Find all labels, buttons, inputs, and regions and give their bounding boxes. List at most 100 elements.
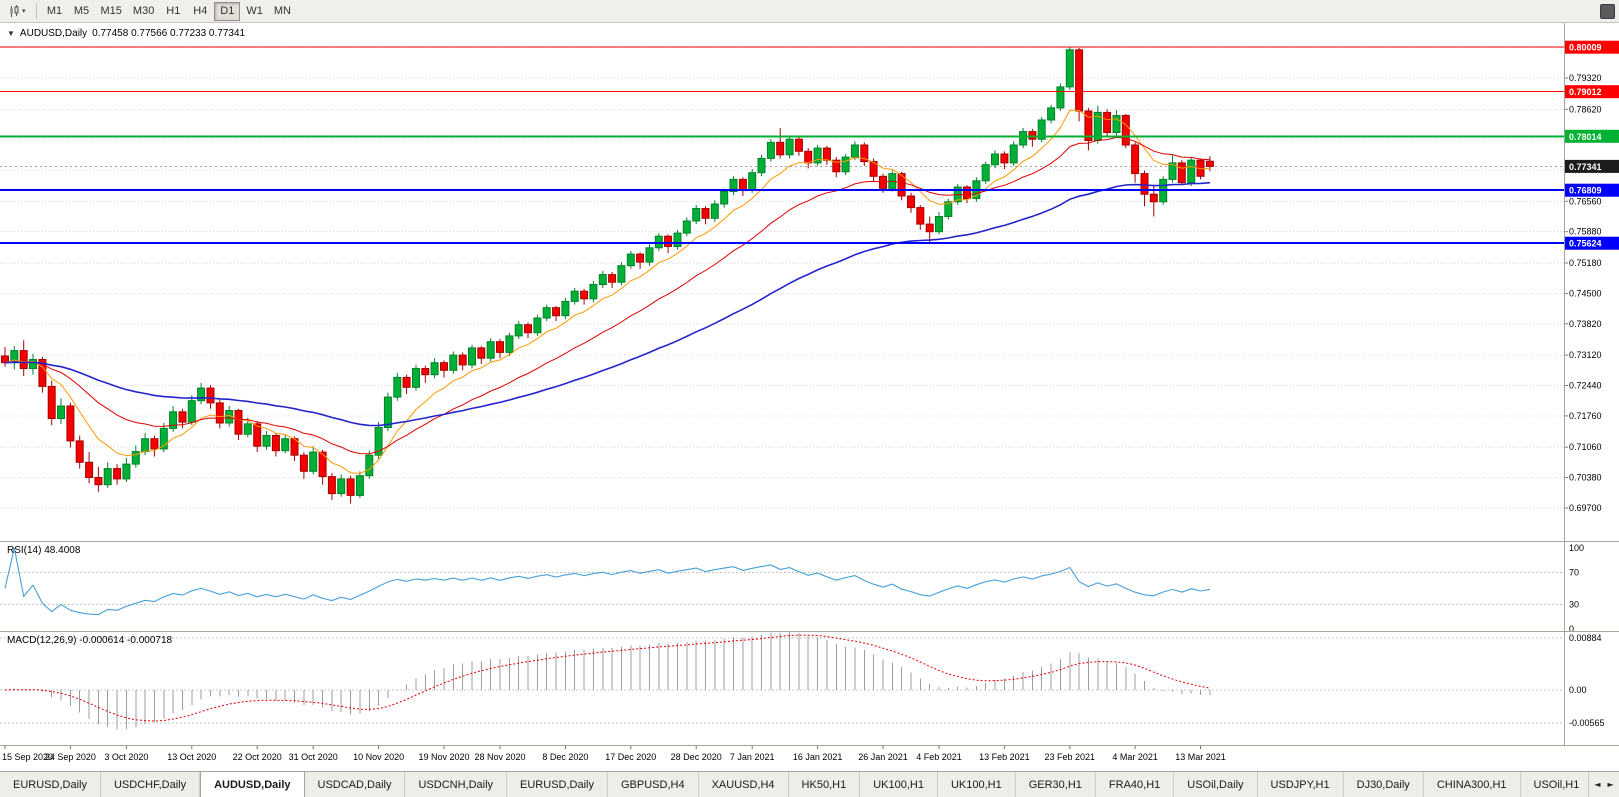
moving-average-line-slow	[4, 181, 1210, 427]
candle-body	[925, 223, 934, 233]
price-axis-label: 0.75880	[1569, 227, 1602, 237]
candle-body	[169, 411, 178, 429]
chart-tab-audusd-daily[interactable]: AUDUSD,Daily	[200, 772, 305, 797]
candle-body	[617, 265, 626, 283]
candle-body	[299, 454, 308, 472]
level-price-tag[interactable]: 0.75624	[1565, 236, 1619, 250]
chart-tab-eurusd-daily[interactable]: EURUSD,Daily	[0, 772, 101, 797]
main-chart-pane[interactable]: 0.79320 0.78620 0.76560 0.75880 0.75180 0.745…	[0, 23, 1619, 541]
chart-tab-usdcnh-daily[interactable]: USDCNH,Daily	[405, 772, 508, 797]
candle-body	[383, 396, 392, 429]
candle-body	[1177, 162, 1186, 184]
chart-tab-gbpusd-h4[interactable]: GBPUSD,H4	[608, 772, 699, 797]
candle-body	[440, 362, 448, 371]
candle-body	[589, 284, 598, 300]
chart-tab-xauusd-h4[interactable]: XAUUSD,H4	[698, 772, 789, 797]
candle-body	[524, 324, 532, 334]
quick-trade-arrow-icon[interactable]: ▼	[7, 29, 15, 38]
candle-body	[141, 438, 150, 453]
candle-body	[309, 451, 318, 472]
macd-axis-label: -0.00565	[1569, 718, 1605, 728]
candle-body	[206, 387, 215, 404]
price-tag-box[interactable]	[1565, 85, 1619, 99]
candle-body	[935, 216, 943, 233]
timeframe-button-d1[interactable]: D1	[214, 1, 241, 21]
chart-tab-hk50-h1[interactable]: HK50,H1	[788, 772, 861, 797]
chart-tab-usdjpy-h1[interactable]: USDJPY,H1	[1257, 772, 1344, 797]
chart-tab-uk100-h1[interactable]: UK100,H1	[937, 772, 1016, 797]
price-tag-box[interactable]	[1565, 236, 1619, 250]
candle-body	[1103, 111, 1112, 134]
timeframe-button-h4[interactable]: H4	[187, 2, 213, 21]
chart-tab-usdchf-daily[interactable]: USDCHF,Daily	[100, 772, 201, 797]
timeframe-button-m15[interactable]: M15	[96, 2, 127, 21]
candle-body	[776, 141, 785, 156]
time-axis-label: 24 Sep 2020	[45, 752, 96, 762]
timeframe-button-m5[interactable]: M5	[69, 2, 95, 21]
tabs-scroll-right-button[interactable]: ►	[1607, 780, 1614, 789]
price-tag-box[interactable]	[1565, 129, 1619, 143]
price-axis-label: 0.72440	[1569, 381, 1602, 391]
level-price-tag[interactable]: 0.78014	[1565, 129, 1619, 143]
candle-body	[355, 475, 364, 496]
price-tag-label: 0.77341	[1569, 162, 1602, 172]
candle-body	[318, 451, 327, 478]
timeframe-button-h1[interactable]: H1	[160, 2, 186, 21]
chart-tab-dj30-daily[interactable]: DJ30,Daily	[1343, 772, 1424, 797]
toolbar-overflow-button[interactable]	[1600, 3, 1615, 19]
time-axis-label: 15 Sep 2020	[2, 752, 53, 762]
candle-body	[682, 220, 691, 234]
chart-tab-china300-h1[interactable]: CHINA300,H1	[1423, 772, 1521, 797]
timeframe-button-mn[interactable]: MN	[269, 2, 296, 21]
candle-body	[1168, 162, 1177, 180]
chart-tab-fra40-h1[interactable]: FRA40,H1	[1095, 772, 1175, 797]
level-price-tag[interactable]: 0.76809	[1565, 183, 1619, 197]
candle-body	[187, 400, 196, 423]
candle-body	[131, 451, 140, 465]
candle-body	[505, 335, 514, 353]
candle-body	[645, 247, 654, 263]
chart-tab-usoil-h1[interactable]: USOil,H1	[1520, 772, 1588, 797]
candle-body	[150, 438, 159, 450]
candle-body	[720, 191, 729, 205]
candle-body	[281, 438, 290, 452]
candle-body	[869, 161, 878, 177]
tabs-scroll-left-button[interactable]: ◄	[1594, 780, 1601, 789]
price-axis-label: 0.79320	[1569, 73, 1602, 83]
level-price-tag[interactable]: 0.79012	[1565, 85, 1619, 99]
toolbar-separator	[35, 3, 37, 19]
chart-tab-eurusd-daily[interactable]: EURUSD,Daily	[507, 772, 608, 797]
timeframe-button-w1[interactable]: W1	[241, 2, 268, 21]
chart-tab-ger30-h1[interactable]: GER30,H1	[1015, 772, 1096, 797]
candle-body	[1075, 49, 1084, 112]
candle-body	[1149, 193, 1158, 203]
candle-body	[580, 290, 589, 300]
candle-body	[449, 354, 458, 371]
candle-body	[365, 454, 374, 477]
price-tag-box[interactable]	[1565, 40, 1619, 54]
toolbar: ▾ M1 M5 M15 M30 H1 H4 D1 W1 MN	[0, 0, 1619, 23]
chart-tab-usdcad-daily[interactable]: USDCAD,Daily	[304, 772, 406, 797]
price-tag-label: 0.79012	[1569, 87, 1602, 97]
timeframe-button-m1[interactable]: M1	[42, 2, 68, 21]
candle-body	[486, 341, 495, 359]
rsi-axis-label: 70	[1569, 567, 1579, 577]
timeframe-button-m30[interactable]: M30	[128, 2, 159, 21]
candle-body	[1131, 144, 1140, 175]
candle-body	[598, 274, 607, 286]
chart-symbol-period: AUDUSD,Daily	[19, 28, 88, 39]
chart-tab-usoil-daily[interactable]: USOil,Daily	[1174, 772, 1258, 797]
candle-body	[822, 147, 831, 161]
time-axis-label: 26 Jan 2021	[858, 752, 908, 762]
chart-type-button[interactable]: ▾	[4, 2, 31, 21]
level-price-tag[interactable]: 0.80009	[1565, 40, 1619, 54]
time-axis-label: 10 Nov 2020	[353, 752, 404, 762]
time-axis-label: 28 Nov 2020	[474, 752, 525, 762]
candle-body	[374, 427, 383, 456]
time-axis-label: 7 Jan 2021	[730, 752, 775, 762]
candle-body	[66, 405, 75, 442]
price-tag-box[interactable]	[1565, 183, 1619, 197]
candle-body	[561, 300, 570, 317]
chart-tab-uk100-h1[interactable]: UK100,H1	[860, 772, 938, 797]
